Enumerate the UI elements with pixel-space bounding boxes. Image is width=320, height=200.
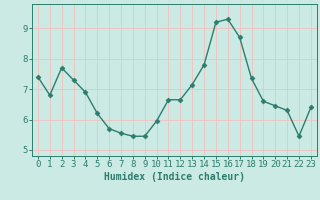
X-axis label: Humidex (Indice chaleur): Humidex (Indice chaleur) (104, 172, 245, 182)
